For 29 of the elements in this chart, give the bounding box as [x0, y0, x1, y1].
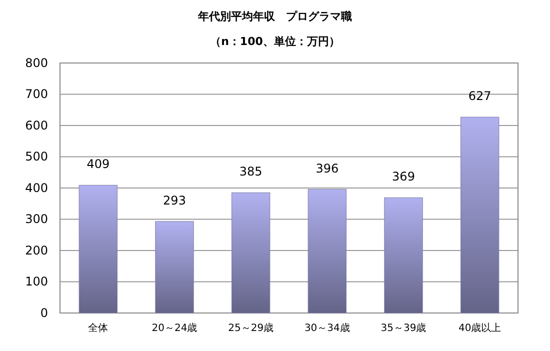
x-tick-label: 全体 [88, 322, 108, 334]
y-tick-label: 100 [25, 274, 48, 289]
y-tick-label: 500 [25, 150, 48, 164]
data-label: 369 [392, 170, 415, 184]
chart-title: 年代別平均年収 プログラマ職 [197, 10, 352, 23]
x-tick-label: 35～39歳 [380, 322, 426, 334]
y-tick-label: 300 [25, 212, 48, 226]
data-label: 409 [86, 157, 110, 172]
x-tick-label: 30～34歳 [304, 322, 350, 334]
bar [155, 221, 194, 314]
y-tick-label: 200 [25, 243, 48, 258]
data-label: 627 [468, 89, 492, 104]
bar [308, 189, 346, 314]
bar [232, 192, 270, 314]
chart-subtitle: （n：100、単位：万円） [210, 35, 340, 48]
y-tick-label: 0 [40, 306, 48, 320]
bar [460, 116, 500, 314]
y-tick-label: 700 [25, 87, 48, 102]
x-tick-label: 20～24歳 [152, 322, 198, 334]
data-label: 385 [239, 164, 262, 179]
x-tick-label: 25～29歳 [228, 322, 274, 334]
y-tick-label: 800 [25, 56, 48, 70]
bar [384, 197, 423, 314]
bar [78, 184, 118, 314]
data-label: 396 [316, 161, 339, 176]
data-label: 293 [163, 193, 186, 208]
y-tick-label: 600 [25, 118, 48, 132]
x-tick-label: 40歳以上 [458, 322, 502, 334]
y-tick-label: 400 [25, 180, 48, 195]
